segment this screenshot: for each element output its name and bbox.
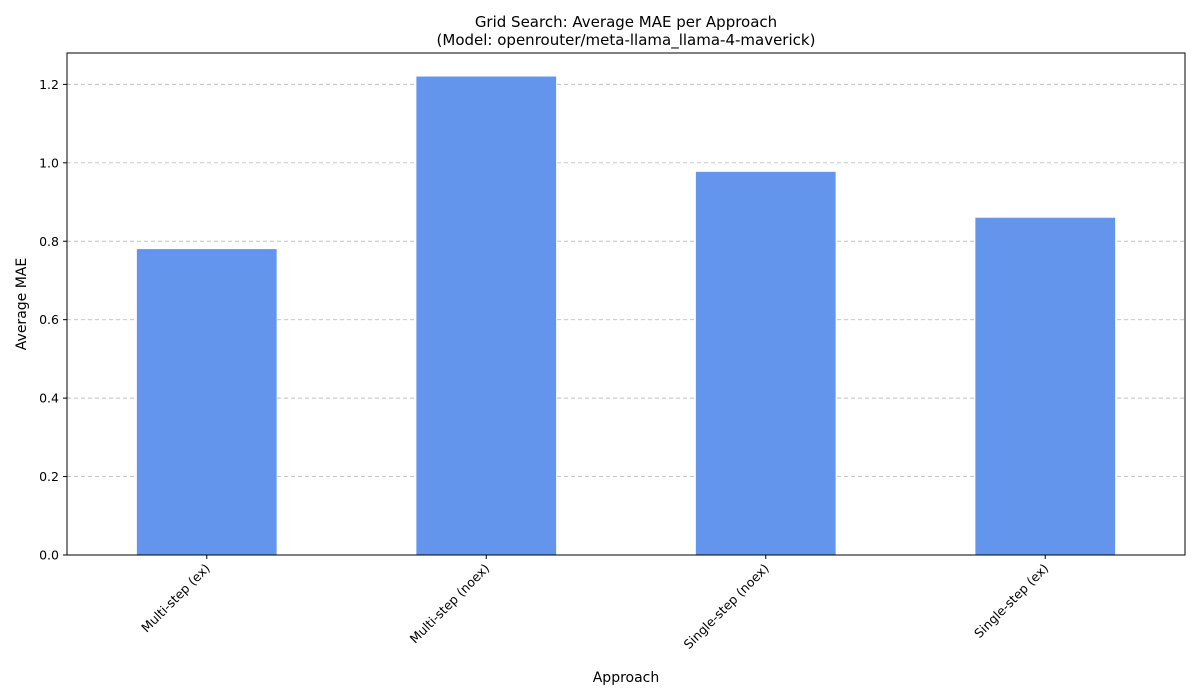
y-axis-label: Average MAE	[14, 258, 30, 350]
x-tick-label: Multi-step (noex)	[407, 561, 493, 647]
y-tick-label: 0.6	[39, 312, 59, 327]
y-tick-label: 0.2	[39, 469, 59, 484]
bar	[136, 249, 277, 555]
y-tick-label: 1.0	[39, 155, 59, 170]
x-tick-label: Single-step (ex)	[971, 561, 1051, 641]
chart-title: Grid Search: Average MAE per Approach	[475, 13, 777, 31]
bar	[975, 217, 1116, 555]
y-axis: 0.0 0.2 0.4 0.6 0.8 1.0 1.2	[39, 77, 67, 563]
x-tick-label: Single-step (noex)	[681, 561, 772, 652]
bars	[136, 76, 1116, 555]
x-axis-label: Approach	[593, 670, 660, 686]
x-axis: Multi-step (ex) Multi-step (noex) Single-s…	[138, 555, 1051, 652]
y-tick-label: 0.4	[39, 391, 59, 406]
y-tick-label: 0.0	[39, 548, 59, 563]
plot-frame	[66, 52, 1186, 556]
bar	[416, 76, 557, 555]
y-tick-label: 0.8	[39, 234, 59, 249]
chart-subtitle: (Model: openrouter/meta-llama_llama-4-ma…	[437, 31, 816, 50]
x-tick-label: Multi-step (ex)	[138, 561, 213, 636]
y-tick-label: 1.2	[39, 77, 59, 92]
bar	[695, 171, 836, 555]
